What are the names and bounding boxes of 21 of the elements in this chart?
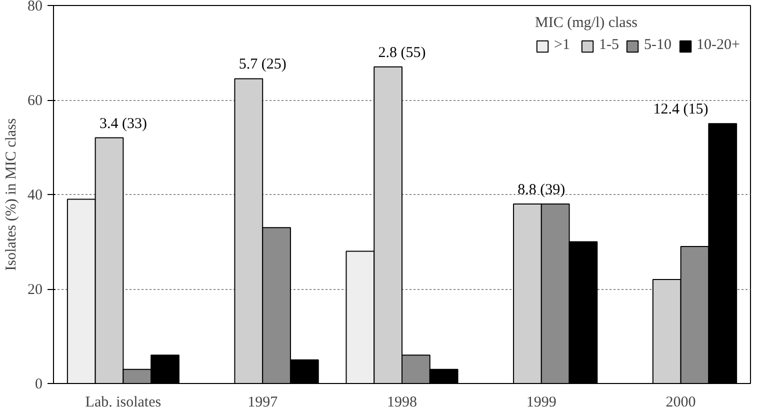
- y-tick-label: 0: [35, 376, 42, 392]
- y-axis-title: Isolates (%) in MIC class: [4, 118, 20, 271]
- y-tick-label: 40: [28, 188, 42, 204]
- y-tick-label: 60: [28, 93, 42, 109]
- legend-label: 1-5: [599, 37, 620, 54]
- annotation: 2.8 (55): [378, 44, 426, 61]
- x-tick-label: Lab. isolates: [85, 394, 162, 410]
- y-tick-label: 20: [28, 282, 42, 298]
- legend-label: 10-20+: [696, 37, 740, 54]
- legend-title: MIC (mg/l) class: [535, 15, 639, 32]
- legend-label: 5-10: [644, 37, 672, 54]
- annotation: 5.7 (25): [238, 56, 286, 73]
- x-tick-label: 1997: [248, 394, 278, 410]
- annotation: 8.8 (39): [518, 182, 566, 198]
- annotation: 3.4 (33): [99, 116, 147, 132]
- x-tick-label: 1998: [387, 394, 417, 410]
- x-tick-label: 2000: [666, 394, 696, 410]
- x-tick-label: 1999: [526, 394, 556, 410]
- legend-label: >1: [554, 37, 571, 54]
- y-tick-label: 80: [28, 0, 42, 14]
- annotation: 12.4 (15): [653, 102, 708, 118]
